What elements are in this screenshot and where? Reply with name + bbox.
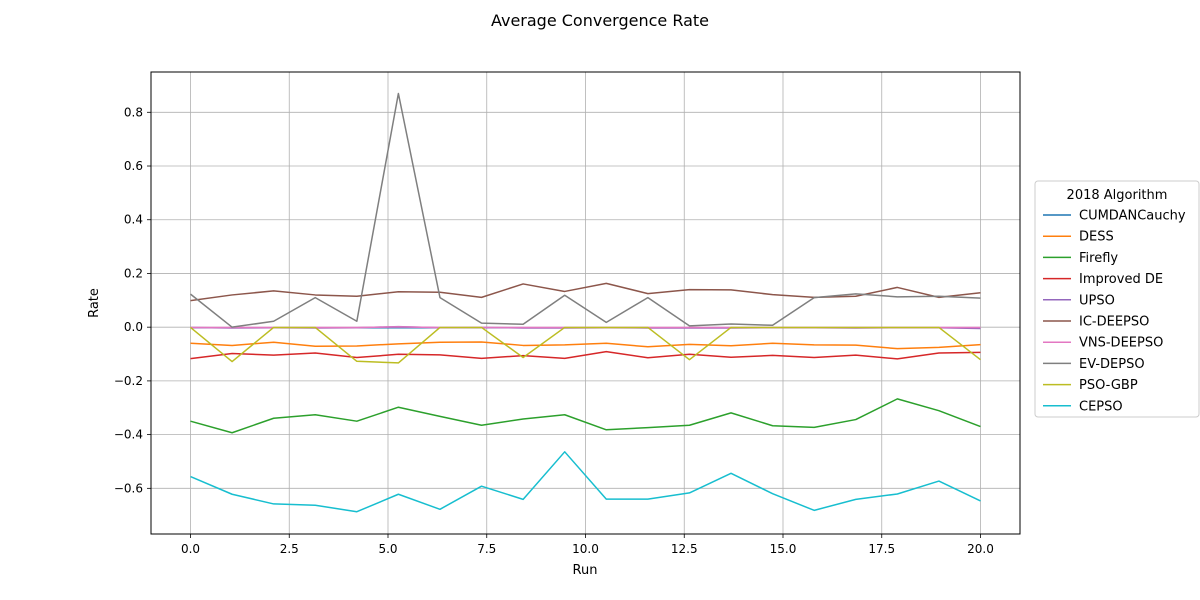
- series-line-dess: [190, 341, 981, 350]
- y-tick-label: 0.4: [124, 213, 143, 227]
- x-tick-label: 12.5: [671, 542, 698, 556]
- x-tick-label: 15.0: [770, 542, 797, 556]
- x-tick-label: 10.0: [572, 542, 599, 556]
- y-tick-label: 0.0: [124, 320, 143, 334]
- legend-label-improved-de: Improved DE: [1079, 272, 1163, 287]
- series-line-pso-gbp: [190, 326, 981, 364]
- y-axis: −0.6 −0.4 −0.2 0.0 0.2 0.4 0.6 0.8: [114, 105, 151, 495]
- y-tick-label: −0.6: [114, 481, 143, 495]
- x-tick-label: 2.5: [280, 542, 299, 556]
- legend-label-cepso: CEPSO: [1079, 399, 1123, 414]
- legend-label-cumdancauchy: CUMDANCauchy: [1079, 209, 1186, 224]
- x-tick-label: 0.0: [181, 542, 200, 556]
- series-line-cepso: [190, 451, 981, 513]
- x-axis-label: Run: [573, 563, 598, 578]
- y-tick-label: 0.2: [124, 266, 143, 280]
- series-line-ev-depso: [190, 92, 981, 328]
- y-tick-label: −0.4: [114, 428, 143, 442]
- y-tick-label: 0.8: [124, 105, 143, 119]
- x-tick-label: 17.5: [868, 542, 895, 556]
- legend: 2018 Algorithm CUMDANCauchy DESS Firefly Im…: [1034, 180, 1200, 418]
- legend-box: [1034, 180, 1200, 418]
- x-tick-label: 20.0: [967, 542, 994, 556]
- legend-label-dess: DESS: [1079, 230, 1114, 245]
- chart-title: Average Convergence Rate: [491, 11, 709, 30]
- y-axis-label: Rate: [87, 288, 102, 318]
- y-tick-label: 0.6: [124, 159, 143, 173]
- legend-label-pso-gbp: PSO-GBP: [1079, 378, 1138, 393]
- x-axis: 0.0 2.5 5.0 7.5 10.0 12.5 15.0 17.5 20.0: [181, 534, 994, 556]
- y-tick-label: −0.2: [114, 374, 143, 388]
- legend-label-ic-deepso: IC-DEEPSO: [1079, 315, 1149, 330]
- series-lines: [190, 92, 981, 513]
- series-line-improved-de: [190, 350, 981, 360]
- legend-label-ev-depso: EV-DEPSO: [1079, 357, 1145, 372]
- legend-label-upso: UPSO: [1079, 293, 1115, 308]
- legend-label-firefly: Firefly: [1079, 251, 1118, 266]
- series-line-firefly: [190, 398, 981, 434]
- x-tick-label: 7.5: [477, 542, 496, 556]
- legend-label-vns-deepso: VNS-DEEPSO: [1079, 336, 1163, 351]
- series-line-ic-deepso: [190, 282, 981, 302]
- legend-title: 2018 Algorithm: [1067, 188, 1168, 203]
- x-tick-label: 5.0: [378, 542, 397, 556]
